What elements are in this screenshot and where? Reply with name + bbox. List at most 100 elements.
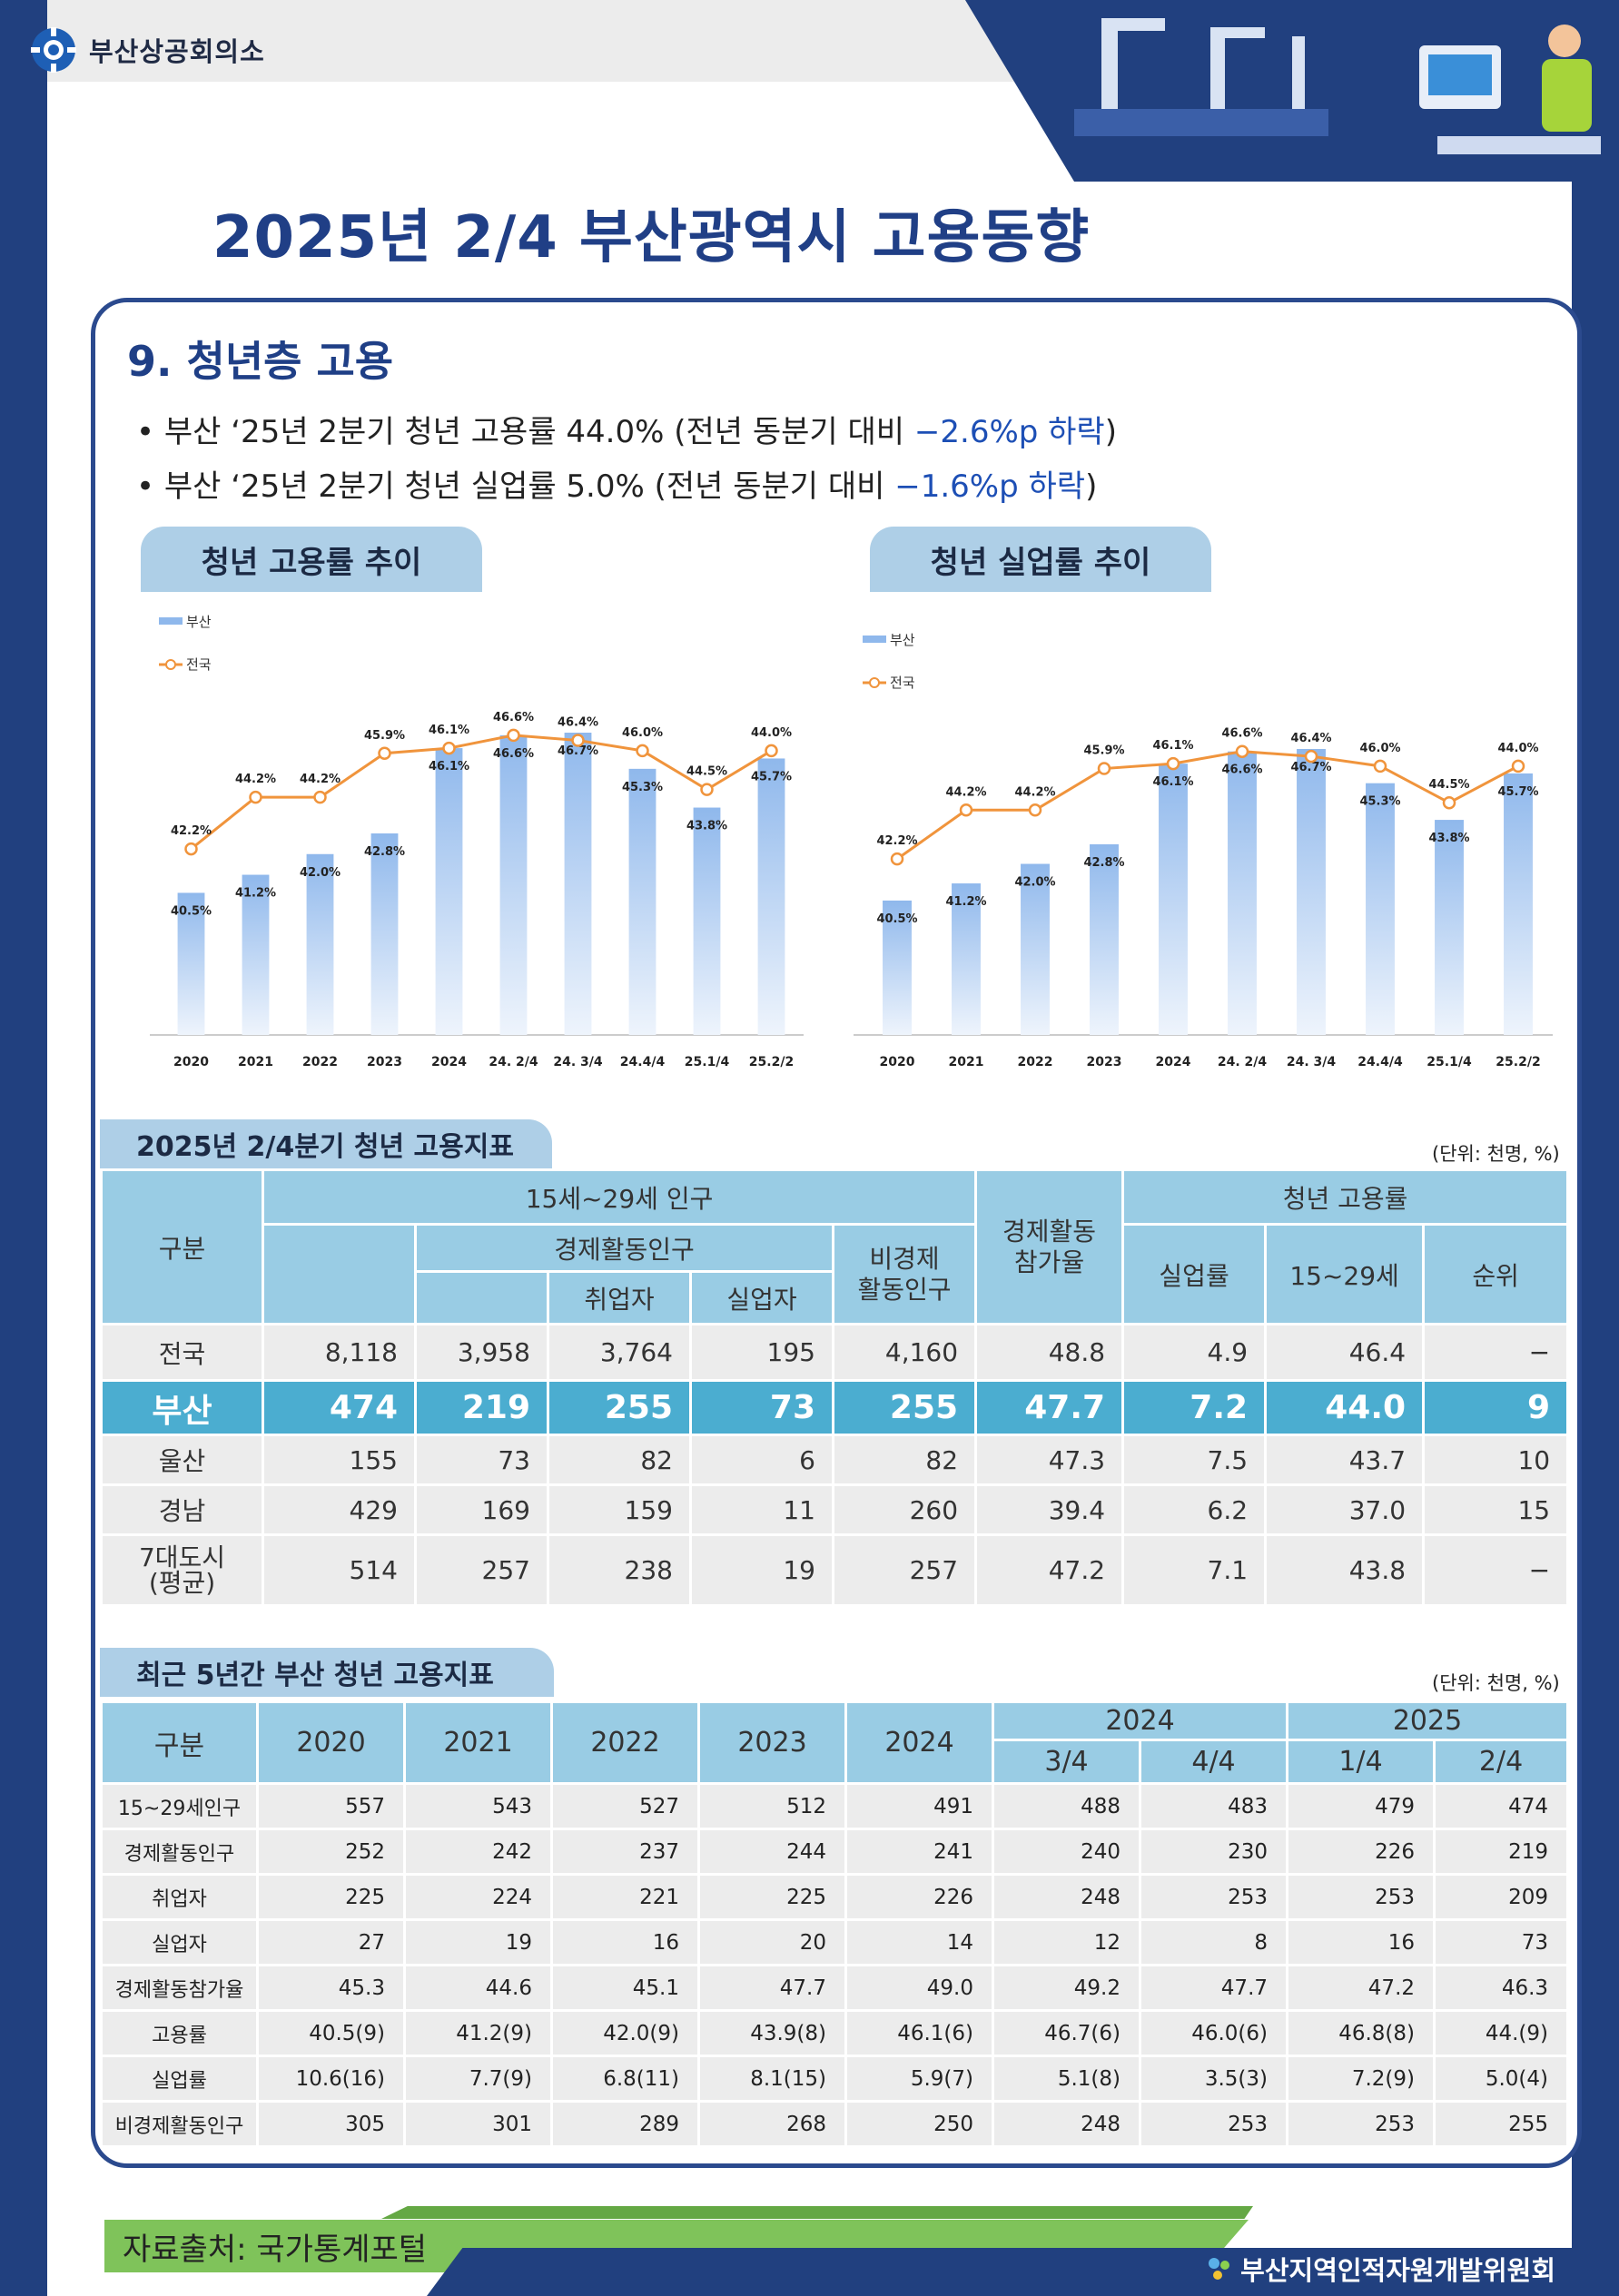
table-cell: 248 (992, 1873, 1141, 1921)
table-cell: 5.9(7) (844, 2055, 994, 2103)
point-national (636, 744, 649, 758)
point-national (249, 790, 262, 804)
table-cell: 253 (1138, 2100, 1289, 2148)
table-cell: 253 (1286, 1873, 1436, 1921)
line-label: 46.1% (1152, 739, 1193, 753)
row-header: 취업자 (100, 1873, 259, 1921)
bar-busan (628, 768, 656, 1035)
col-participation: 경제활동 참가율 (974, 1168, 1125, 1325)
legend-label-national: 전국 (186, 656, 212, 673)
table-cell: 46.8(8) (1286, 2009, 1436, 2057)
youth-employment-table: 구분 15세~29세 인구 경제활동 참가율 청년 고용률 경제활동인구 비경제… (100, 1168, 1570, 1607)
bullet-text: 부산 ‘25년 2분기 청년 실업률 5.0% (전년 동분기 대비 (163, 468, 895, 505)
table-cell: 47.7 (697, 1964, 847, 2012)
table-cell: 39.4 (974, 1483, 1125, 1536)
table-cell: 7.7(9) (403, 2055, 553, 2103)
bar-label: 43.8% (1428, 832, 1469, 845)
table-cell: 43.9(8) (697, 2009, 847, 2057)
col-category: 구분 (100, 1168, 264, 1325)
table-cell: 14 (844, 1918, 994, 1966)
bullet-text: 부산 ‘25년 2분기 청년 고용률 44.0% (전년 동분기 대비 (163, 414, 914, 450)
bar-label: 46.6% (1221, 764, 1262, 777)
table-cell: 6.2 (1121, 1483, 1268, 1536)
table-row: 전국 8,118 3,958 3,764 195 4,160 48.8 4.9 … (100, 1323, 1570, 1382)
table-cell: 8.1(15) (697, 2055, 847, 2103)
table-cell: 10.6(16) (256, 2055, 406, 2103)
bar-busan (1021, 863, 1050, 1035)
line-label: 42.2% (171, 824, 212, 838)
x-tick-label: 25.1/4 (1426, 1055, 1472, 1069)
table-cell: 241 (844, 1828, 994, 1876)
table-cell: 7.5 (1121, 1434, 1268, 1486)
col-rank: 순위 (1422, 1223, 1570, 1325)
line-label: 44.5% (686, 765, 727, 779)
row-header: 울산 (100, 1434, 264, 1486)
point-national (1442, 795, 1456, 810)
col-group-2024: 2024 (991, 1700, 1289, 1741)
table-row: 경제활동인구 252 242 237 244 241 240 230 226 219 (100, 1828, 1570, 1876)
table-cell: 44.0 (1264, 1379, 1426, 1436)
line-label: 44.2% (235, 773, 276, 786)
table-cell: − (1422, 1323, 1570, 1382)
bar-busan (242, 874, 270, 1035)
table-cell: 7.2 (1121, 1379, 1268, 1436)
col-econ-active: 경제활동인구 (414, 1223, 834, 1273)
table-cell: 7.1 (1121, 1533, 1268, 1607)
bar-label: 42.8% (364, 845, 405, 859)
line-label: 44.2% (945, 785, 986, 799)
legend-marker-national (869, 677, 880, 688)
footer-band (427, 2248, 1619, 2296)
x-tick-label: 2022 (302, 1055, 338, 1069)
line-label: 44.0% (751, 726, 792, 740)
x-tick-label: 24.4/4 (1357, 1055, 1403, 1069)
line-label: 44.2% (300, 773, 341, 786)
table-cell: 4.9 (1121, 1323, 1268, 1382)
x-tick-label: 2021 (238, 1055, 273, 1069)
table-cell: 238 (547, 1533, 692, 1607)
table-cell: 252 (256, 1828, 406, 1876)
table-cell: 47.7 (1138, 1964, 1289, 2012)
line-label: 46.4% (558, 716, 598, 730)
table-cell: 250 (844, 2100, 994, 2148)
line-label: 46.0% (1359, 742, 1400, 755)
col-year: 2022 (550, 1700, 700, 1785)
table-cell: 5.1(8) (992, 2055, 1141, 2103)
point-national (1511, 759, 1525, 774)
table-cell: 155 (262, 1434, 417, 1486)
bullet-suffix: ) (1104, 414, 1117, 450)
line-label: 46.6% (1221, 727, 1262, 741)
legend-label-busan: 부산 (890, 632, 915, 648)
bar-busan (177, 892, 205, 1035)
table-cell: 474 (1433, 1782, 1570, 1830)
table-row: 경제활동참가율 45.3 44.6 45.1 47.7 49.0 49.2 47.7 47.2 4… (100, 1964, 1570, 2012)
col-quarter: 2/4 (1433, 1739, 1570, 1785)
table-cell: 268 (697, 2100, 847, 2148)
table-cell: 195 (689, 1323, 834, 1382)
page-title: 2025년 2/4 부산광역시 고용동향 (212, 204, 1091, 271)
table-cell: 82 (547, 1434, 692, 1486)
table-cell: 20 (697, 1918, 847, 1966)
table-cell: 49.0 (844, 1964, 994, 2012)
table-cell: 48.8 (974, 1323, 1125, 1382)
table-cell: 7.2(9) (1286, 2055, 1436, 2103)
x-tick-label: 25.2/2 (1496, 1055, 1540, 1069)
table-row: 경남 429 169 159 11 260 39.4 6.2 37.0 15 (100, 1483, 1570, 1536)
legend-swatch-busan (159, 617, 183, 625)
bullet-suffix: ) (1085, 468, 1098, 505)
x-tick-label: 24. 2/4 (1218, 1055, 1268, 1069)
bar-label: 46.1% (429, 760, 469, 774)
table-cell: 46.1(6) (844, 2009, 994, 2057)
table-cell: 257 (414, 1533, 549, 1607)
table-cell: 301 (403, 2100, 553, 2148)
table-cell: 253 (1138, 1873, 1289, 1921)
col-unemployed: 실업자 (689, 1270, 834, 1325)
legend-label-busan: 부산 (186, 614, 212, 630)
line-label: 46.0% (622, 726, 663, 740)
table-row: 15~29세인구 557 543 527 512 491 488 483 479 474 (100, 1782, 1570, 1830)
table-cell: 27 (256, 1918, 406, 1966)
source-accent (381, 2206, 1253, 2219)
col-year: 2024 (844, 1700, 994, 1785)
